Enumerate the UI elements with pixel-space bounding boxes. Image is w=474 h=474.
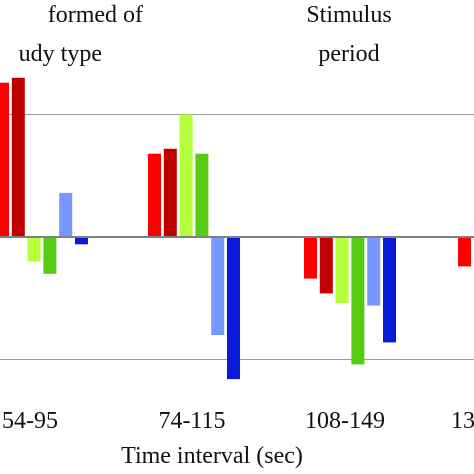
bar-group-4-series-1 [458, 237, 471, 267]
annotation-left-line-2: udy type [19, 41, 102, 67]
annotation-right-line-2: period [318, 41, 379, 67]
bar-group-3-series-2 [319, 237, 333, 294]
bar-group-1-series-1 [0, 82, 9, 237]
bar-group-3-series-4 [351, 237, 365, 365]
bar-group-2-series-4 [195, 153, 209, 237]
bar-group-2-series-1 [148, 153, 161, 237]
bar-group-2-series-3 [179, 114, 193, 237]
annotation-left-line-1: formed of [48, 2, 143, 28]
bar-group-2-series-2 [163, 148, 177, 237]
x-tick-label-2: 74-115 [158, 408, 225, 434]
bar-group-3-series-1 [304, 237, 317, 279]
bar-group-1-series-5 [59, 192, 73, 237]
bar-group-2-series-5 [211, 237, 225, 335]
x-axis-label: Time interval (sec) [121, 443, 303, 469]
bar-group-1-series-2 [11, 77, 25, 238]
bar-group-2-series-6 [227, 237, 240, 380]
bar-group-1-series-4 [43, 237, 57, 274]
bar-group-3-series-5 [367, 237, 381, 306]
bars [0, 77, 471, 380]
x-tick-label-1: 54-95 [2, 408, 58, 434]
x-tick-label-4: 13 [451, 408, 474, 434]
bar-group-3-series-3 [335, 237, 349, 304]
x-tick-label-3: 108-149 [305, 408, 385, 434]
bar-group-1-series-6 [75, 237, 88, 245]
annotation-right-line-1: Stimulus [306, 2, 391, 28]
bar-group-1-series-3 [27, 237, 41, 262]
bar-group-3-series-6 [383, 237, 396, 343]
